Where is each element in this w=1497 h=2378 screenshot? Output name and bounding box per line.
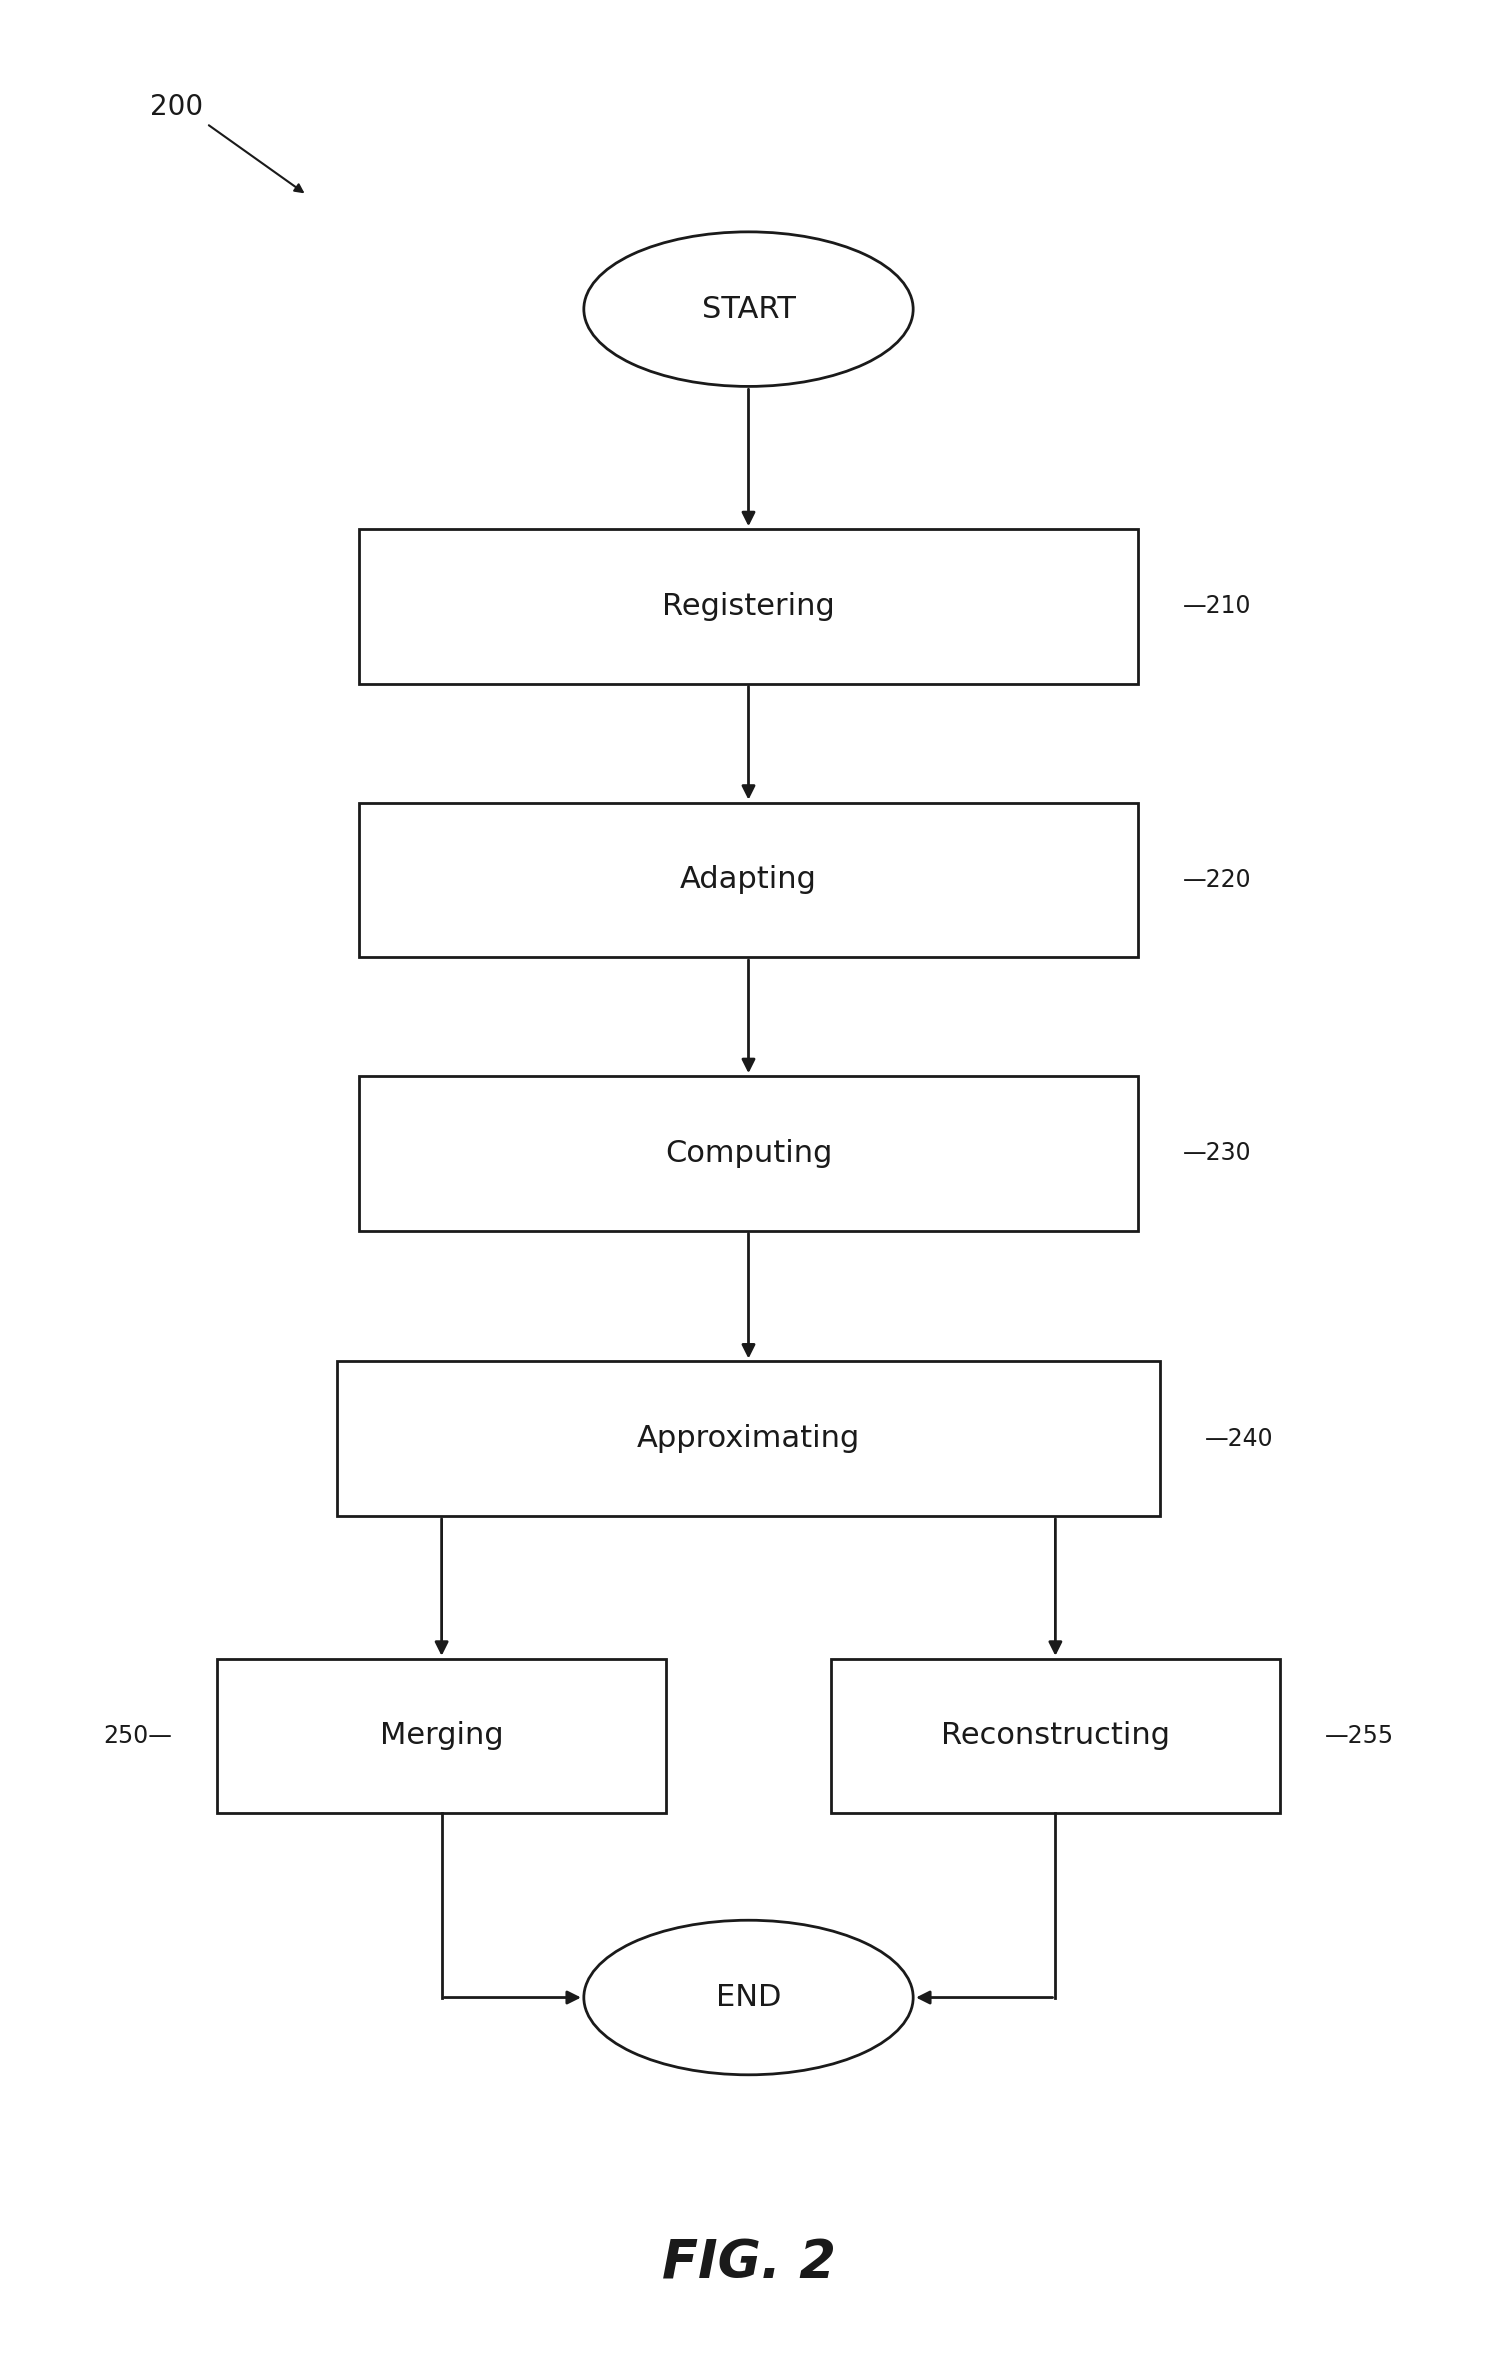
Text: Computing: Computing	[665, 1139, 832, 1168]
Ellipse shape	[584, 1921, 913, 2074]
Text: 200: 200	[150, 93, 202, 121]
Text: END: END	[716, 1983, 781, 2012]
Text: —240: —240	[1205, 1427, 1274, 1451]
Text: —220: —220	[1183, 868, 1251, 892]
Text: —255: —255	[1325, 1724, 1394, 1748]
Ellipse shape	[584, 233, 913, 388]
Text: Reconstructing: Reconstructing	[942, 1722, 1169, 1750]
Text: Merging: Merging	[380, 1722, 503, 1750]
Bar	[337, 1360, 1160, 1517]
Text: Registering: Registering	[662, 592, 835, 621]
Text: START: START	[702, 295, 795, 323]
Bar	[359, 1075, 1138, 1232]
Bar	[217, 1660, 666, 1812]
Bar	[359, 801, 1138, 956]
Text: —230: —230	[1183, 1141, 1251, 1165]
Text: FIG. 2: FIG. 2	[662, 2238, 835, 2290]
Text: Adapting: Adapting	[680, 866, 817, 894]
Bar	[359, 528, 1138, 685]
Bar	[831, 1660, 1280, 1812]
Text: 250—: 250—	[103, 1724, 172, 1748]
Text: —210: —210	[1183, 594, 1251, 618]
Text: Approximating: Approximating	[636, 1424, 861, 1453]
